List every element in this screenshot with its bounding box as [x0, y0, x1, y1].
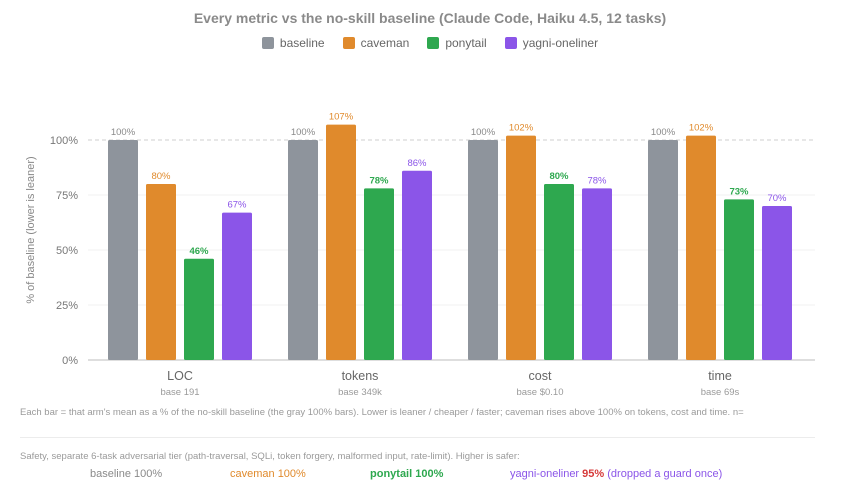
- x-tick-label-tokens: tokens: [342, 369, 379, 383]
- data-label-caveman-LOC: 80%: [151, 171, 171, 182]
- safety-yagni-name: yagni-oneliner: [510, 468, 580, 480]
- bar-caveman-tokens: [326, 124, 356, 360]
- data-label-baseline-tokens: 100%: [291, 127, 316, 138]
- bar-baseline-tokens: [288, 140, 318, 360]
- bar-baseline-LOC: [108, 140, 138, 360]
- legend-item-ponytail: ponytail: [427, 36, 487, 50]
- data-label-caveman-tokens: 107%: [329, 112, 354, 123]
- data-label-yagni-oneliner-LOC: 67%: [227, 200, 247, 211]
- y-tick-label: 0%: [62, 355, 78, 367]
- data-label-ponytail-time: 73%: [729, 186, 749, 197]
- legend-label-baseline: baseline: [279, 36, 325, 50]
- legend-item-yagni-oneliner: yagni-oneliner: [504, 36, 599, 50]
- x-tick-sublabel-tokens: base 349k: [338, 387, 382, 398]
- bar-yagni-oneliner-LOC: [222, 212, 252, 360]
- data-label-yagni-oneliner-tokens: 86%: [407, 158, 427, 169]
- legend: baseline caveman ponytail yagni-oneliner: [0, 36, 860, 50]
- data-label-yagni-oneliner-time: 70%: [767, 193, 787, 204]
- bar-caveman-LOC: [146, 184, 176, 360]
- legend-item-baseline: baseline: [261, 36, 325, 50]
- legend-item-caveman: caveman: [342, 36, 410, 50]
- y-tick-label: 100%: [50, 135, 78, 147]
- data-label-caveman-cost: 102%: [509, 123, 534, 134]
- y-tick-label: 50%: [56, 245, 78, 257]
- safety-intro: Safety, separate 6-task adversarial tier…: [20, 451, 520, 462]
- bar-ponytail-cost: [544, 184, 574, 360]
- safety-yagni-value: 95%: [582, 468, 605, 480]
- safety-yagni-oneliner: yagni-oneliner 95% (dropped a guard once…: [510, 468, 722, 480]
- x-tick-label-cost: cost: [529, 369, 552, 383]
- data-label-yagni-oneliner-cost: 78%: [587, 175, 607, 186]
- x-tick-label-LOC: LOC: [167, 369, 193, 383]
- bar-caveman-time: [686, 135, 716, 360]
- bar-ponytail-LOC: [184, 258, 214, 360]
- bar-baseline-time: [648, 140, 678, 360]
- data-label-ponytail-LOC: 46%: [189, 246, 209, 257]
- safety-baseline: baseline 100%: [90, 468, 163, 480]
- divider: [20, 437, 815, 438]
- x-tick-label-time: time: [708, 369, 732, 383]
- data-label-baseline-time: 100%: [651, 127, 676, 138]
- bar-yagni-oneliner-tokens: [402, 170, 432, 360]
- chart-title: Every metric vs the no-skill baseline (C…: [193, 10, 667, 26]
- legend-label-ponytail: ponytail: [445, 36, 487, 50]
- data-label-baseline-cost: 100%: [471, 127, 496, 138]
- data-label-caveman-time: 102%: [689, 123, 714, 134]
- legend-label-yagni-oneliner: yagni-oneliner: [522, 36, 599, 50]
- legend-swatch-ponytail: [427, 37, 440, 49]
- bar-chart: 0% 25% 50% 75% 100% % of baseline (lower is l…: [25, 112, 815, 398]
- y-axis-label: % of baseline (lower is leaner): [25, 156, 37, 303]
- legend-label-caveman: caveman: [360, 36, 410, 50]
- bar-ponytail-time: [724, 199, 754, 360]
- x-tick-sublabel-time: base 69s: [701, 387, 740, 398]
- safety-yagni-note: (dropped a guard once): [607, 468, 723, 480]
- x-tick-sublabel-cost: base $0.10: [516, 387, 563, 398]
- legend-swatch-baseline: [261, 37, 274, 49]
- y-tick-label: 75%: [56, 190, 78, 202]
- x-tick-sublabel-LOC: base 191: [160, 387, 199, 398]
- bar-yagni-oneliner-time: [762, 206, 792, 360]
- data-label-baseline-LOC: 100%: [111, 127, 136, 138]
- bar-baseline-cost: [468, 140, 498, 360]
- legend-swatch-caveman: [342, 37, 355, 49]
- data-label-ponytail-cost: 80%: [549, 171, 569, 182]
- bar-yagni-oneliner-cost: [582, 188, 612, 360]
- bar-caveman-cost: [506, 135, 536, 360]
- y-tick-label: 25%: [56, 300, 78, 312]
- data-label-ponytail-tokens: 78%: [369, 175, 389, 186]
- bar-ponytail-tokens: [364, 188, 394, 360]
- footnote: Each bar = that arm's mean as a % of the…: [20, 407, 744, 418]
- legend-swatch-yagni-oneliner: [504, 37, 517, 49]
- safety-ponytail: ponytail 100%: [370, 468, 444, 480]
- safety-caveman: caveman 100%: [230, 468, 306, 480]
